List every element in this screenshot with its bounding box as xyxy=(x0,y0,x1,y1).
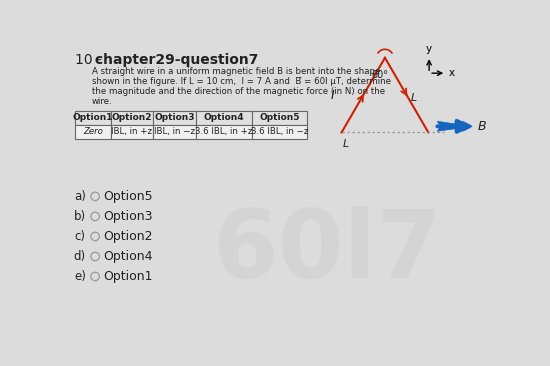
Circle shape xyxy=(91,232,100,241)
Bar xyxy=(153,111,196,125)
Text: e): e) xyxy=(74,270,86,283)
Text: wire.: wire. xyxy=(92,97,113,106)
Text: Option2: Option2 xyxy=(112,113,152,122)
Circle shape xyxy=(91,272,100,281)
Text: Option2: Option2 xyxy=(103,230,152,243)
Text: B: B xyxy=(478,120,487,133)
Text: A straight wire in a uniform magnetic field B is bent into the shape: A straight wire in a uniform magnetic fi… xyxy=(92,67,381,76)
Text: c): c) xyxy=(75,230,86,243)
Text: 60°: 60° xyxy=(372,70,389,80)
Text: x: x xyxy=(448,68,455,78)
Bar xyxy=(153,125,196,139)
Text: Option5: Option5 xyxy=(259,113,300,122)
Text: IBL, in −z: IBL, in −z xyxy=(154,127,195,136)
Circle shape xyxy=(91,192,100,201)
Text: 3.6 IBL, in −z: 3.6 IBL, in −z xyxy=(251,127,308,136)
Text: Option1: Option1 xyxy=(103,270,152,283)
Text: b): b) xyxy=(74,210,86,223)
Circle shape xyxy=(91,212,100,221)
Bar xyxy=(252,125,307,139)
Text: Option4: Option4 xyxy=(103,250,152,263)
Text: d): d) xyxy=(74,250,86,263)
Bar xyxy=(75,111,111,125)
Text: 10 -: 10 - xyxy=(75,53,102,67)
Bar xyxy=(111,111,153,125)
Text: Option4: Option4 xyxy=(204,113,244,122)
Bar xyxy=(196,111,252,125)
Bar xyxy=(75,125,111,139)
Text: shown in the figure. If L = 10 cm,  I = 7 A and  B̅ = 60l μT, determine: shown in the figure. If L = 10 cm, I = 7… xyxy=(92,77,391,86)
Text: 3.6 IBL, in +z: 3.6 IBL, in +z xyxy=(195,127,252,136)
Text: L: L xyxy=(343,139,349,149)
Text: Option1: Option1 xyxy=(73,113,113,122)
Text: a): a) xyxy=(74,190,86,203)
Bar xyxy=(196,125,252,139)
Text: L: L xyxy=(410,93,417,103)
Text: I: I xyxy=(331,89,334,102)
Text: chapter29-question7: chapter29-question7 xyxy=(90,53,259,67)
Text: 60l7: 60l7 xyxy=(212,206,442,298)
Circle shape xyxy=(91,252,100,261)
Text: the magnitude and the direction of the magnetic force (in N) on the: the magnitude and the direction of the m… xyxy=(92,87,385,96)
Bar xyxy=(252,111,307,125)
Bar xyxy=(111,125,153,139)
Text: Option3: Option3 xyxy=(103,210,152,223)
Text: Option5: Option5 xyxy=(103,190,152,203)
Text: y: y xyxy=(426,44,432,54)
Text: Option3: Option3 xyxy=(155,113,195,122)
Text: Zero: Zero xyxy=(83,127,103,136)
Text: IBL, in +z: IBL, in +z xyxy=(112,127,152,136)
